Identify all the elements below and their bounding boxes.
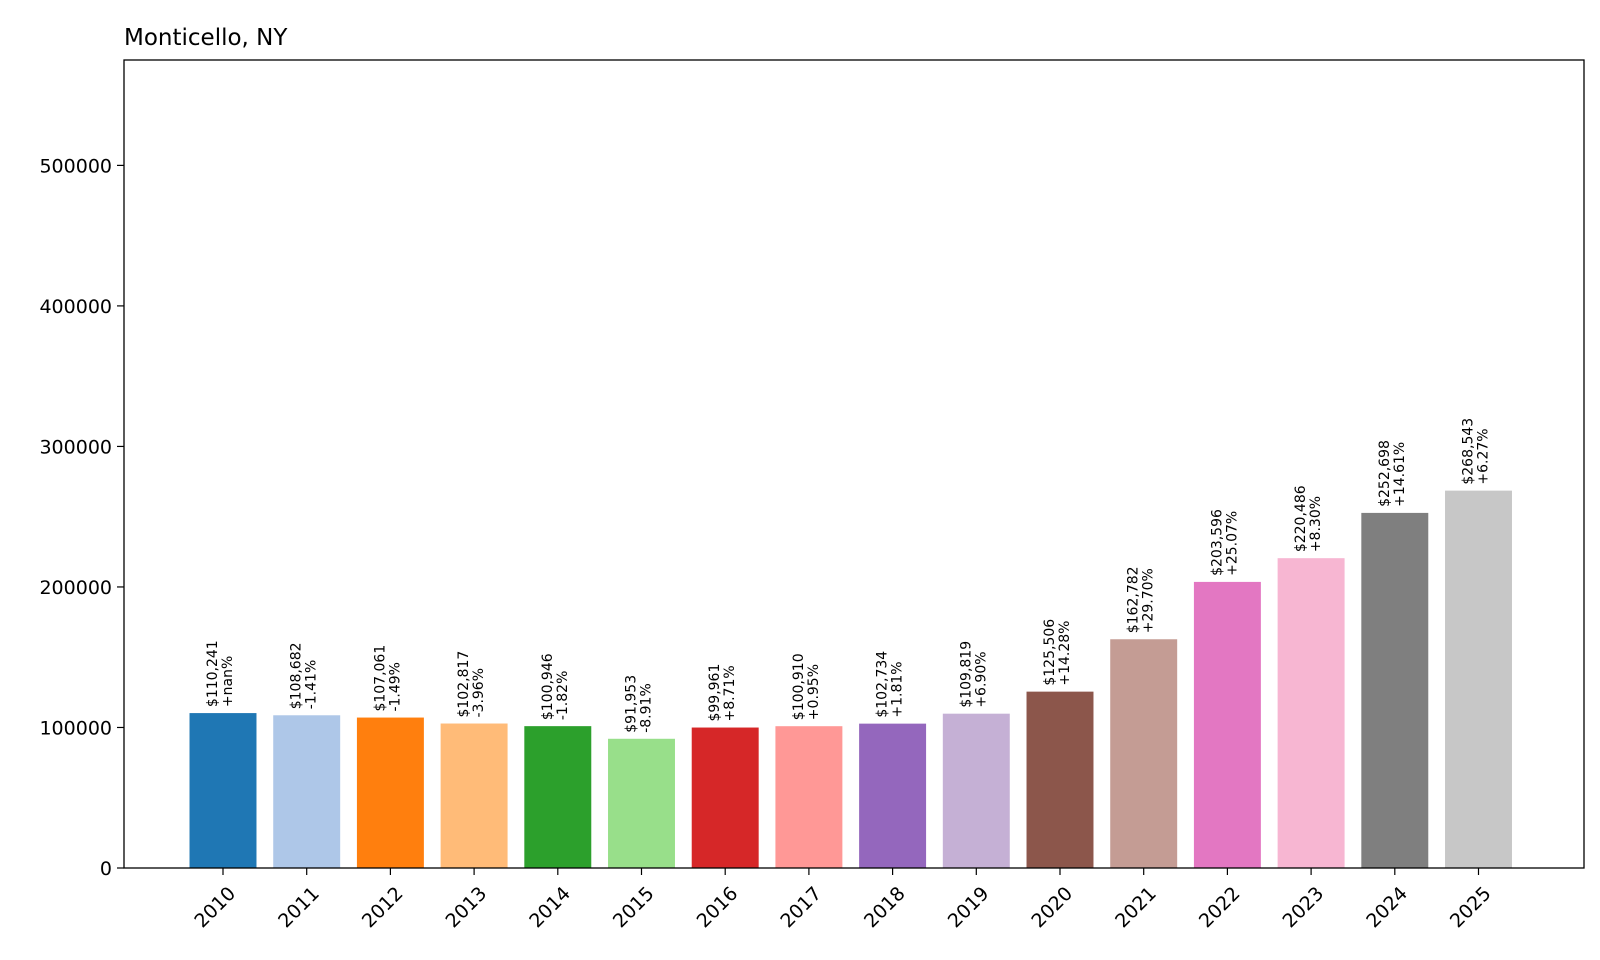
- bar-2015: [608, 738, 675, 868]
- y-tick-label: 300000: [39, 436, 112, 458]
- plot-frame: [123, 59, 1585, 869]
- bar-change-label: -8.91%: [639, 683, 655, 733]
- bar-2021: [1110, 639, 1178, 868]
- bar-2024: [1361, 512, 1429, 868]
- x-tick-label: 2022: [1195, 883, 1245, 933]
- x-tick-label: 2013: [441, 883, 491, 933]
- bar-value-label: $162,782: [1126, 566, 1142, 633]
- chart-title: Monticello, NY: [124, 25, 288, 51]
- bar-value-label: $252,698: [1377, 440, 1393, 507]
- bar-2018: [859, 723, 927, 868]
- x-tick-label: 2014: [525, 883, 575, 933]
- bar-change-label: +6.27%: [1476, 428, 1492, 484]
- bar-change-label: +1.81%: [890, 661, 906, 717]
- bar-change-label: +8.30%: [1308, 496, 1324, 552]
- bar-change-label: -1.49%: [387, 662, 403, 712]
- y-axis: 0 100000 200000 300000 400000 500000: [39, 155, 124, 880]
- bar-2022: [1193, 581, 1261, 868]
- bar-value-label: $99,961: [707, 664, 723, 722]
- bar-change-label: +14.61%: [1392, 442, 1408, 507]
- bar-value-label: $108,682: [289, 642, 305, 709]
- x-axis: 2010 2011 2012 2013 2014 2015 2016 2017 2018 2019…: [190, 868, 1496, 933]
- bar-change-label: +8.71%: [722, 665, 738, 721]
- bar-value-label: $109,819: [958, 641, 974, 708]
- bar-2020: [1026, 691, 1094, 868]
- x-tick-label: 2017: [776, 883, 826, 933]
- bar-value-label: $220,486: [1293, 485, 1309, 552]
- bar-change-label: +14.28%: [1057, 621, 1073, 686]
- x-tick-label: 2019: [944, 883, 994, 933]
- bar-value-label: $125,506: [1042, 619, 1058, 686]
- bar-change-label: +29.70%: [1141, 568, 1157, 633]
- bar-value-label: $102,817: [456, 651, 472, 718]
- bar-value-label: $91,953: [624, 675, 640, 733]
- x-tick-label: 2023: [1278, 883, 1328, 933]
- x-tick-label: 2016: [693, 883, 743, 933]
- x-tick-label: 2012: [358, 883, 408, 933]
- bar-change-label: -1.41%: [304, 660, 320, 710]
- bar-2025: [1445, 490, 1512, 868]
- bar-value-label: $107,061: [372, 645, 388, 712]
- x-tick-label: 2025: [1446, 883, 1496, 933]
- bar-2014: [524, 726, 592, 868]
- bar-value-label: $100,910: [791, 653, 807, 720]
- bar-2012: [356, 717, 424, 868]
- bar-2019: [942, 713, 1010, 868]
- bar-value-label: $102,734: [875, 651, 891, 718]
- y-tick-label: 0: [100, 858, 112, 880]
- bar-value-label: $100,946: [540, 653, 556, 720]
- x-tick-label: 2011: [274, 883, 324, 933]
- y-tick-label: 100000: [39, 717, 112, 739]
- bar-2013: [440, 723, 508, 868]
- bar-value-label: $110,241: [205, 640, 221, 707]
- x-tick-label: 2024: [1362, 883, 1412, 933]
- y-tick-label: 200000: [39, 577, 112, 599]
- bars-group: [189, 490, 1512, 868]
- bar-2010: [189, 713, 257, 868]
- bar-labels-group: $110,241 +nan% $108,682 -1.41% $107,061 -1.49…: [205, 418, 1492, 733]
- x-tick-label: 2021: [1111, 883, 1161, 933]
- bar-2017: [775, 726, 843, 868]
- x-tick-label: 2010: [190, 883, 240, 933]
- x-tick-label: 2015: [609, 883, 659, 933]
- bar-value-label: $268,543: [1461, 418, 1477, 485]
- y-tick-label: 500000: [39, 155, 112, 177]
- bar-change-label: +nan%: [220, 656, 236, 707]
- x-tick-label: 2020: [1027, 883, 1077, 933]
- bar-change-label: -1.82%: [555, 671, 571, 721]
- bar-change-label: +25.07%: [1224, 511, 1240, 576]
- bar-change-label: +0.95%: [806, 664, 822, 720]
- bar-change-label: -3.96%: [471, 668, 487, 718]
- bar-change-label: +6.90%: [973, 651, 989, 707]
- bar-value-label: $203,596: [1209, 509, 1225, 576]
- bar-2023: [1277, 558, 1345, 868]
- bar-2016: [691, 727, 759, 868]
- bar-2011: [273, 715, 341, 868]
- x-tick-label: 2018: [860, 883, 910, 933]
- y-tick-label: 400000: [39, 296, 112, 318]
